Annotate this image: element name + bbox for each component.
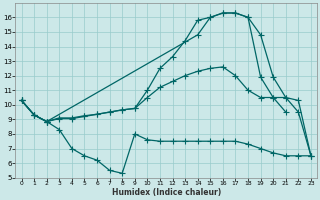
X-axis label: Humidex (Indice chaleur): Humidex (Indice chaleur) xyxy=(112,188,221,197)
